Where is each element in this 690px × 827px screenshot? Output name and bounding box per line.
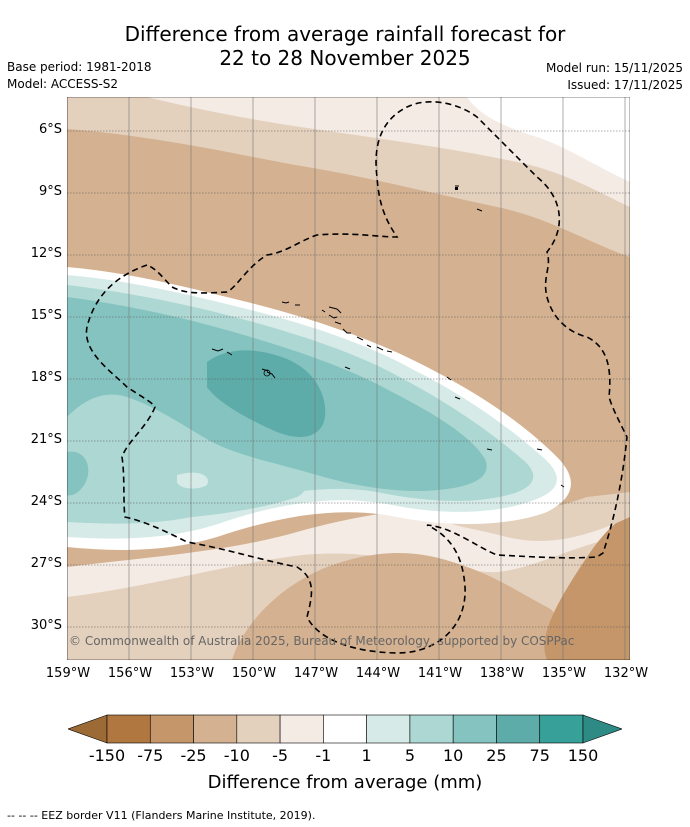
colorbar-max-arrow bbox=[582, 714, 622, 744]
southeast-band bbox=[447, 492, 630, 541]
colorbar-tick-label: -5 bbox=[272, 746, 289, 765]
drier-southeast bbox=[544, 515, 630, 660]
lat-label: 21°S bbox=[30, 432, 62, 447]
light-patch bbox=[177, 472, 208, 489]
colorbar-bin bbox=[149, 714, 194, 744]
chart-title: Difference from average rainfall forecas… bbox=[0, 22, 690, 70]
colorbar-bin bbox=[366, 714, 411, 744]
colorbar-bin bbox=[279, 714, 324, 744]
base-period: Base period: 1981-2018 bbox=[7, 60, 152, 74]
latitude-gridlines bbox=[67, 130, 630, 628]
colorbar-tick-label: 150 bbox=[567, 746, 599, 765]
colorbar-bins bbox=[106, 714, 584, 744]
islands bbox=[211, 185, 565, 488]
lon-label: 153°W bbox=[169, 666, 215, 681]
colorbar-bin bbox=[539, 714, 584, 744]
footnote: -- -- -- EEZ border V11 (Flanders Marine… bbox=[7, 809, 316, 822]
lon-label: 156°W bbox=[107, 666, 153, 681]
title-line-1: Difference from average rainfall forecas… bbox=[124, 22, 566, 46]
atoll bbox=[263, 369, 271, 377]
title-line-2: 22 to 28 November 2025 bbox=[219, 46, 471, 70]
lon-label: 132°W bbox=[603, 666, 649, 681]
lon-label: 138°W bbox=[479, 666, 525, 681]
longitude-gridlines bbox=[67, 97, 626, 660]
lon-label: 135°W bbox=[541, 666, 587, 681]
colorbar-tick-label: 75 bbox=[529, 746, 550, 765]
rainfall-map bbox=[67, 97, 630, 660]
colorbar-tick-label: -10 bbox=[223, 746, 250, 765]
colorbar-tick-label: 1 bbox=[361, 746, 372, 765]
very-wet-core bbox=[207, 350, 326, 437]
meta-right: Model run: 15/11/2025 Issued: 17/11/2025 bbox=[546, 60, 683, 94]
colorbar-bin bbox=[323, 714, 367, 744]
colorbar-tick-label: -1 bbox=[315, 746, 332, 765]
colorbar-bin bbox=[106, 714, 151, 744]
colorbar-tick-label: -150 bbox=[88, 746, 126, 765]
model-run: Model run: 15/11/2025 bbox=[545, 61, 683, 75]
dry-south-patch bbox=[232, 553, 557, 660]
colorbar-tick-label: 25 bbox=[486, 746, 507, 765]
colorbar-bin bbox=[193, 714, 238, 744]
lat-label: 24°S bbox=[30, 494, 62, 509]
lat-label: 18°S bbox=[30, 370, 62, 385]
colorbar-min-arrow bbox=[68, 714, 108, 744]
colorbar-tick-label: -25 bbox=[180, 746, 207, 765]
colorbar-tick-label: 10 bbox=[442, 746, 464, 765]
colorbar-bin bbox=[452, 714, 497, 744]
lon-label: 150°W bbox=[231, 666, 277, 681]
lon-label: 159°W bbox=[45, 666, 91, 681]
colorbar-title: Difference from average (mm) bbox=[207, 772, 483, 793]
meta-left: Base period: 1981-2018 Model: ACCESS-S2 bbox=[7, 59, 152, 93]
eez-border bbox=[85, 101, 628, 654]
lat-label: 27°S bbox=[30, 556, 62, 571]
lon-label: 141°W bbox=[417, 666, 463, 681]
colorbar-tick-label: 5 bbox=[404, 746, 415, 765]
lon-label: 144°W bbox=[355, 666, 401, 681]
issued-date: Issued: 17/11/2025 bbox=[567, 78, 683, 92]
wet-edge-west bbox=[67, 451, 89, 496]
copyright-notice: © Commonwealth of Australia 2025, Bureau… bbox=[69, 634, 575, 648]
lat-label: 15°S bbox=[30, 308, 62, 323]
lon-label: 147°W bbox=[293, 666, 339, 681]
colorbar-bin bbox=[236, 714, 281, 744]
colorbar-bin bbox=[496, 714, 541, 744]
neutral-northeast bbox=[467, 97, 630, 182]
island-dot bbox=[455, 187, 458, 190]
lat-label: 6°S bbox=[38, 122, 62, 137]
model-name: Model: ACCESS-S2 bbox=[7, 77, 119, 91]
colorbar bbox=[68, 714, 622, 744]
lat-label: 12°S bbox=[30, 246, 62, 261]
lat-label: 9°S bbox=[38, 184, 62, 199]
lat-label: 30°S bbox=[30, 618, 62, 633]
colorbar-bin bbox=[409, 714, 454, 744]
colorbar-tick-label: -75 bbox=[137, 746, 164, 765]
